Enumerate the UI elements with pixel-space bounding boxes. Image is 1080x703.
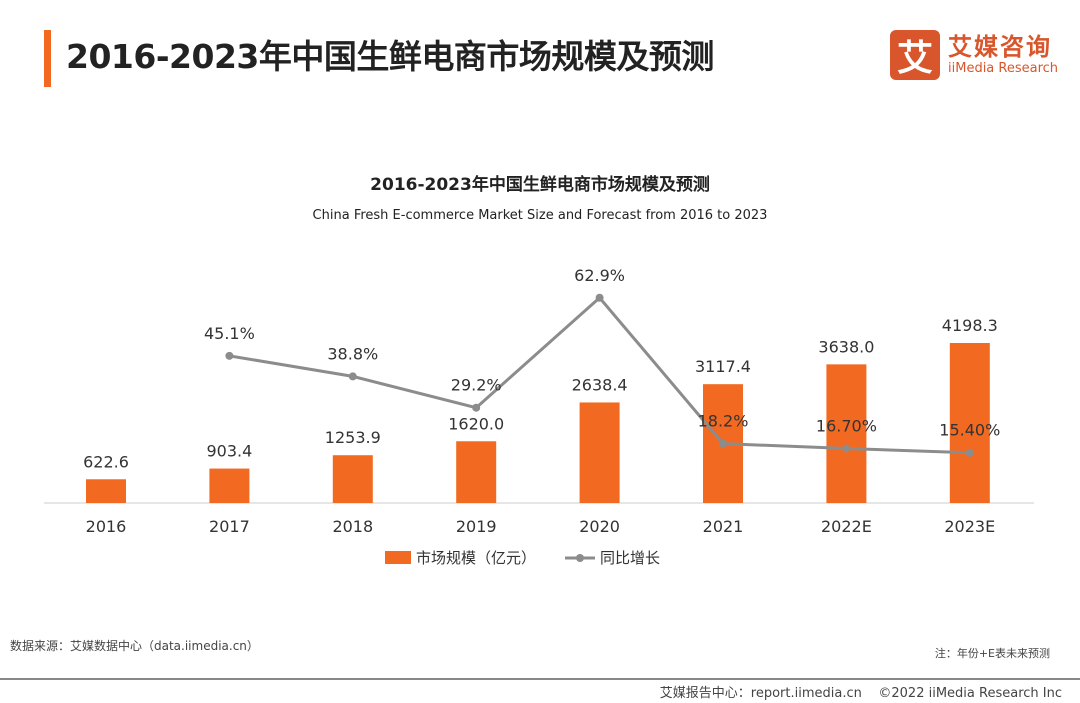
x-tick-2018: 2018 <box>332 517 373 536</box>
bar-2019 <box>456 441 497 503</box>
growth-point-2018 <box>348 372 357 381</box>
title-accent-bar <box>44 30 51 87</box>
growth-label-2021: 18.2% <box>698 412 749 431</box>
legend-line-label: 同比增长 <box>600 549 660 567</box>
bar-2017 <box>209 468 250 503</box>
chart-subtitle: China Fresh E-commerce Market Size and F… <box>313 208 768 223</box>
report-center: 艾媒报告中心：report.iimedia.cn <box>659 686 862 701</box>
growth-point-2023E <box>965 448 974 457</box>
bar-label-2021: 3117.4 <box>695 357 751 376</box>
growth-label-2019: 29.2% <box>451 376 502 395</box>
growth-label-2022E: 16.70% <box>816 417 877 436</box>
bar-2023E <box>949 343 990 503</box>
bar-2018 <box>332 455 373 503</box>
x-tick-2023E: 2023E <box>944 517 995 536</box>
growth-point-2022E <box>842 444 851 453</box>
x-tick-2021: 2021 <box>703 517 744 536</box>
logo-cn: 艾媒咨询 <box>948 33 1052 61</box>
legend-bar-swatch <box>385 551 411 564</box>
forecast-note: 注：年份+E表未来预测 <box>934 647 1050 660</box>
bar-label-2017: 903.4 <box>206 442 252 461</box>
logo-en: iiMedia Research <box>948 61 1059 76</box>
x-tick-2017: 2017 <box>209 517 250 536</box>
growth-label-2018: 38.8% <box>327 344 378 363</box>
bar-label-2023E: 4198.3 <box>942 316 998 335</box>
chart-title: 2016-2023年中国生鲜电商市场规模及预测 <box>370 174 710 195</box>
copyright: ©2022 iiMedia Research Inc <box>878 686 1062 701</box>
growth-label-2023E: 15.40% <box>939 421 1000 440</box>
x-tick-2016: 2016 <box>86 517 127 536</box>
bar-label-2018: 1253.9 <box>325 428 381 447</box>
footer: 艾媒报告中心：report.iimedia.cn ©2022 iiMedia R… <box>660 682 1062 701</box>
iimedia-logo: 艾 艾媒咨询 iiMedia Research <box>890 30 1058 80</box>
x-tick-2019: 2019 <box>456 517 497 536</box>
page-title: 2016-2023年中国生鲜电商市场规模及预测 <box>66 37 714 76</box>
legend: 市场规模（亿元） 同比增长 <box>385 549 660 567</box>
bar-label-2016: 622.6 <box>83 452 129 471</box>
bar-2016 <box>86 479 126 503</box>
growth-label-2017: 45.1% <box>204 324 255 343</box>
bar-label-2019: 1620.0 <box>448 414 504 433</box>
bar-label-2022E: 3638.0 <box>818 337 874 356</box>
bar-2022E <box>826 364 867 503</box>
x-tick-2020: 2020 <box>579 517 620 536</box>
bar-label-2020: 2638.4 <box>572 375 628 394</box>
growth-point-2021 <box>719 439 727 448</box>
legend-bar-label: 市场规模（亿元） <box>416 549 536 567</box>
growth-label-2020: 62.9% <box>574 266 625 285</box>
x-tick-2022E: 2022E <box>821 517 872 536</box>
growth-point-2019 <box>472 403 481 412</box>
legend-line-marker <box>576 554 584 562</box>
bar-2020 <box>579 402 620 503</box>
footer-divider <box>0 678 1080 680</box>
growth-point-2020 <box>595 293 604 302</box>
logo-mark: 艾 <box>890 30 940 80</box>
growth-point-2017 <box>225 351 234 360</box>
data-source: 数据来源：艾媒数据中心（data.iimedia.cn） <box>10 639 259 653</box>
